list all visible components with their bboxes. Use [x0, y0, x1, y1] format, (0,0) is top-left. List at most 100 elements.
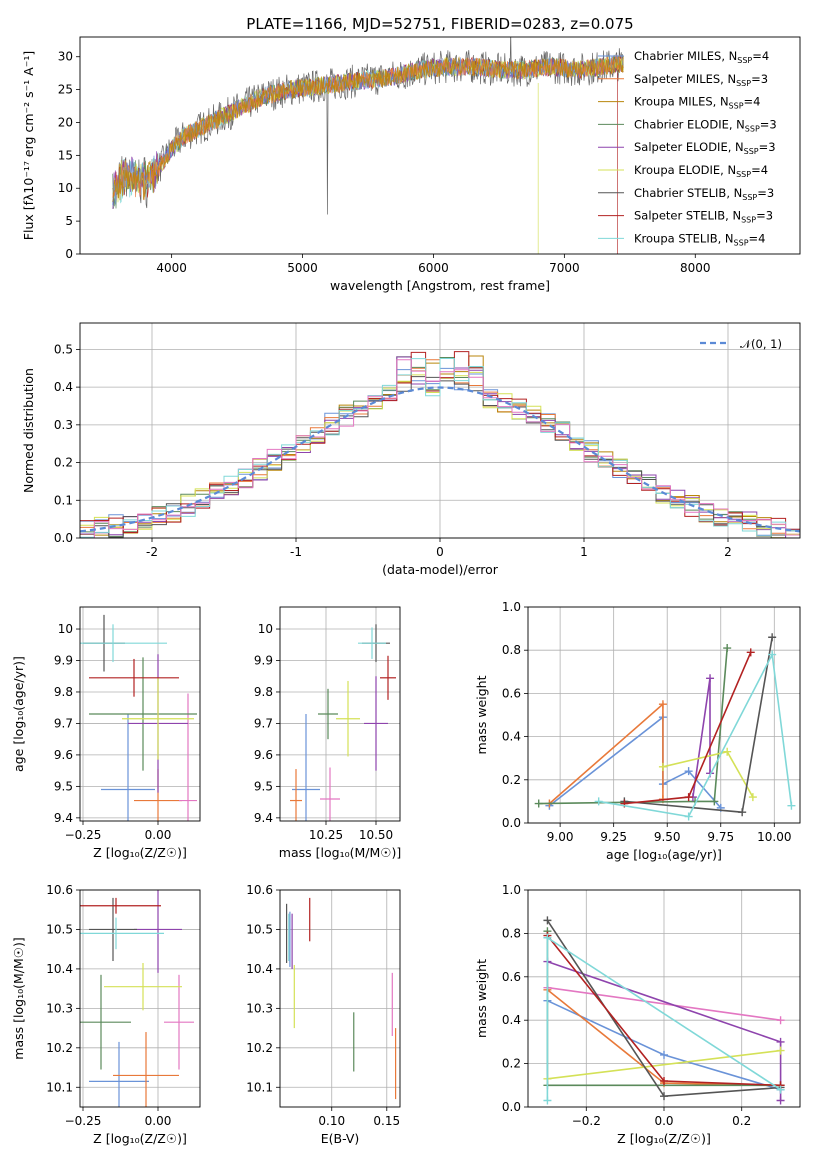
y-tick-label: 0.4: [54, 380, 73, 394]
x-axis-label: wavelength [Angstrom, rest frame]: [330, 278, 550, 293]
y-tick-label: 15: [58, 148, 73, 162]
plus-marker: [776, 1046, 785, 1055]
plus-marker: [543, 1096, 552, 1105]
x-tick-label: 5000: [287, 261, 318, 275]
mass-vs-ebv-panel: 0.10 0.15 10.1 10.2 10.3 10.4 10.5 10.6 E(B-V): [246, 883, 401, 1146]
x-tick-label: 10.50: [359, 828, 393, 842]
y-tick-label: 0.0: [54, 531, 73, 545]
plus-marker: [738, 808, 747, 817]
legend-entry: 𝒩(0, 1): [740, 337, 782, 351]
axes-frame: [79, 606, 201, 822]
x-tick-label: −0.25: [65, 828, 102, 842]
legend-entry: Chabrier ELODIE, NSSP=3: [634, 117, 777, 133]
spectrum-line: [112, 55, 624, 202]
plus-marker: [706, 674, 715, 683]
x-tick-label: 10.25: [309, 828, 343, 842]
plus-marker: [684, 793, 693, 802]
y-tick-label: 0.6: [502, 686, 521, 700]
x-tick-label: −0.2: [572, 1114, 601, 1128]
y-tick-label: 0.0: [502, 816, 521, 830]
age-vs-mass-panel: 10.25 10.50 9.4 9.5 9.6 9.7 9.8 9.9 10 mass [log₁…: [254, 606, 401, 860]
y-tick-label: 10: [58, 181, 73, 195]
x-axis-label: Z [log₁₀(Z/Z☉)]: [93, 1131, 187, 1146]
axes-frame: [79, 322, 801, 539]
y-tick-label: 10.4: [46, 962, 73, 976]
y-tick-label: 10.6: [46, 883, 73, 897]
y-tick-label: 9.6: [254, 748, 273, 762]
x-tick-label: 0.00: [145, 828, 172, 842]
plus-marker: [684, 767, 693, 776]
mass-weight-vs-metallicity-panel: −0.2 0.0 0.2 0.0 0.2 0.4 0.6 0.8 1.0 Z [log₁₀(Z/Z…: [474, 883, 801, 1146]
y-tick-label: 9.4: [54, 811, 73, 825]
x-tick-label: 8000: [680, 261, 711, 275]
y-tick-label: 25: [58, 83, 73, 97]
y-tick-label: 9.6: [54, 748, 73, 762]
y-tick-label: 0.2: [502, 1057, 521, 1071]
plus-marker: [748, 793, 757, 802]
series-line: [548, 702, 664, 805]
y-tick-label: 0.1: [54, 493, 73, 507]
y-axis-label: mass weight: [474, 959, 489, 1038]
y-tick-label: 9.4: [254, 811, 273, 825]
y-tick-label: 10.2: [46, 1041, 73, 1055]
axes-frame: [279, 889, 401, 1108]
y-tick-label: 10.5: [246, 922, 273, 936]
x-tick-label: 4000: [156, 261, 187, 275]
y-tick-label: 0: [65, 247, 73, 261]
y-axis-label: Flux [fλ10⁻¹⁷ erg cm⁻² s⁻¹ A⁻¹]: [21, 51, 36, 240]
plot-area: [80, 351, 800, 538]
axes-frame: [527, 606, 801, 824]
spectrum-line: [112, 37, 624, 215]
y-tick-label: 10.4: [246, 962, 273, 976]
y-tick-label: 0.4: [502, 730, 521, 744]
plus-marker: [660, 1092, 668, 1101]
plus-marker: [776, 1016, 785, 1025]
plot-area: [534, 633, 796, 821]
x-tick-label: 0.00: [145, 1114, 172, 1128]
y-axis-label: mass weight: [474, 675, 489, 754]
y-tick-label: 9.7: [54, 716, 73, 730]
y-tick-label: 9.7: [254, 716, 273, 730]
spectrum-panel: 4000 5000 6000 7000 8000 0 5 10 15 20 25 30 waveleng…: [21, 36, 801, 293]
plus-marker: [660, 1050, 668, 1059]
plus-marker: [658, 762, 667, 771]
x-axis-label: E(B-V): [321, 1131, 360, 1146]
y-tick-label: 0.2: [54, 456, 73, 470]
x-tick-label: 0.15: [373, 1114, 400, 1128]
plot-area: [80, 614, 197, 821]
plot-area: [286, 897, 397, 1100]
series-line: [538, 647, 728, 805]
x-tick-label: 2: [724, 545, 732, 559]
y-tick-label: 0.4: [502, 1013, 521, 1027]
y-tick-label: 0.0: [502, 1100, 521, 1114]
mass-vs-metallicity-panel: −0.25 0.00 10.1 10.2 10.3 10.4 10.5 10.6 Z [log₁…: [11, 883, 201, 1146]
age-vs-metallicity-panel: −0.25 0.00 9.4 9.5 9.6 9.7 9.8 9.9 10 Z [log₁₀(Z/…: [11, 606, 201, 860]
legend-entry: Chabrier STELIB, NSSP=3: [634, 186, 774, 202]
x-tick-label: -2: [146, 545, 158, 559]
y-axis-label: age [log₁₀(age/yr)]: [11, 656, 26, 772]
x-tick-label: 9.00: [547, 830, 574, 844]
series-line: [548, 715, 722, 809]
series-line: [598, 651, 793, 818]
x-tick-label: 0.2: [732, 1114, 751, 1128]
y-tick-label: 1.0: [502, 600, 521, 614]
residual-histogram-panel: -2 -1 0 1 2 0.0 0.1 0.2 0.3 0.4 0.5 (data-model)/er…: [21, 322, 801, 577]
y-tick-label: 5: [65, 214, 73, 228]
plus-marker: [723, 747, 732, 756]
y-tick-label: 0.3: [54, 418, 73, 432]
x-tick-label: 9.50: [654, 830, 681, 844]
y-tick-label: 30: [58, 50, 73, 64]
x-tick-label: −0.25: [65, 1114, 102, 1128]
plus-marker: [723, 644, 732, 653]
plus-marker: [543, 916, 552, 925]
x-tick-label: -1: [290, 545, 302, 559]
y-tick-label: 10.3: [246, 1001, 273, 1015]
y-tick-label: 10.6: [246, 883, 273, 897]
x-axis-label: (data-model)/error: [382, 562, 499, 577]
legend-entry: Salpeter MILES, NSSP=3: [634, 72, 768, 88]
plot-area: [80, 890, 194, 1107]
x-tick-label: 0.10: [318, 1114, 345, 1128]
plus-marker: [776, 1037, 785, 1046]
y-tick-label: 0.2: [502, 773, 521, 787]
x-tick-label: 0: [436, 545, 444, 559]
